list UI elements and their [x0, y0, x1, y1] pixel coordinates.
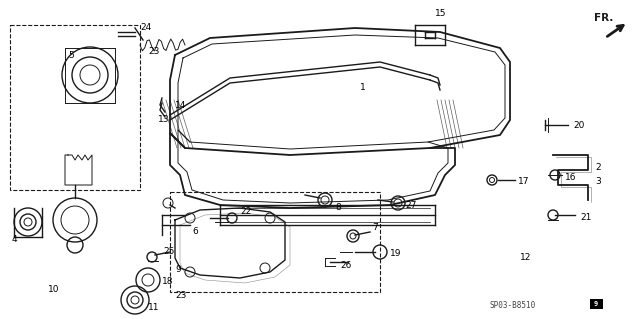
Text: 24: 24	[140, 24, 151, 33]
Text: 11: 11	[148, 303, 159, 313]
Text: 12: 12	[520, 254, 531, 263]
Text: 8: 8	[335, 204, 340, 212]
Text: 4: 4	[12, 235, 18, 244]
Text: 23: 23	[175, 291, 186, 300]
Text: 15: 15	[435, 10, 447, 19]
Text: 13: 13	[158, 115, 170, 124]
Text: 20: 20	[573, 122, 584, 130]
Text: 7: 7	[372, 224, 378, 233]
Text: FR.: FR.	[594, 13, 613, 23]
Text: 19: 19	[390, 249, 401, 257]
Text: 10: 10	[48, 286, 60, 294]
Bar	[590, 299, 603, 309]
Text: 26: 26	[340, 261, 351, 270]
Text: 21: 21	[580, 212, 591, 221]
Text: 23: 23	[148, 48, 159, 56]
Bar	[10, 25, 140, 190]
Text: 3: 3	[595, 177, 601, 187]
Text: 1: 1	[360, 84, 365, 93]
Text: 9: 9	[594, 301, 598, 307]
Text: 22: 22	[240, 207, 252, 217]
Text: 16: 16	[565, 174, 577, 182]
Text: SP03-B8510: SP03-B8510	[490, 300, 536, 309]
Text: 6: 6	[192, 227, 198, 236]
Text: 25: 25	[163, 248, 174, 256]
Text: 17: 17	[518, 177, 529, 187]
Text: 2: 2	[595, 164, 600, 173]
Text: 18: 18	[162, 278, 173, 286]
Bar	[170, 192, 380, 292]
Text: 14: 14	[175, 100, 186, 109]
Text: 27: 27	[405, 201, 417, 210]
Text: 9: 9	[175, 265, 180, 275]
Text: 5: 5	[68, 50, 74, 60]
